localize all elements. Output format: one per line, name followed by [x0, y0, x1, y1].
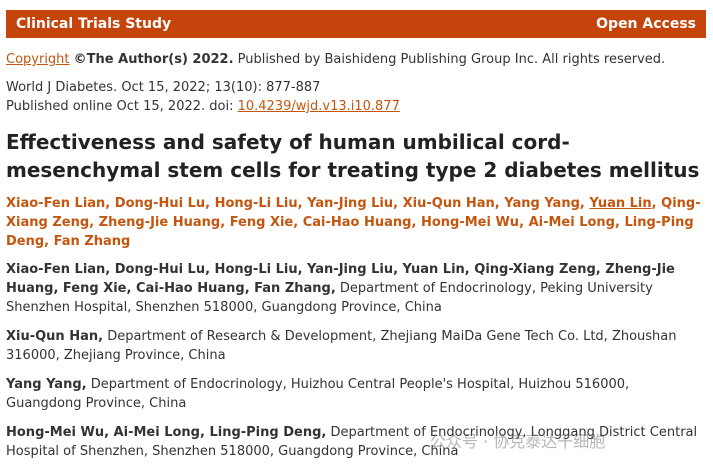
copyright-line: Copyright ©The Author(s) 2022. Published… — [6, 50, 706, 69]
published-line: Published online Oct 15, 2022. doi: 10.4… — [6, 97, 706, 116]
doi-link[interactable]: 10.4239/wjd.v13.i10.877 — [237, 99, 400, 114]
author-link[interactable]: Xiu-Qun Han — [402, 196, 495, 211]
author-separator: , — [615, 215, 620, 230]
header-bar: Clinical Trials Study Open Access — [6, 10, 706, 38]
author-separator: , — [494, 196, 500, 211]
author-link[interactable]: Cai-Hao Huang — [302, 215, 412, 230]
article-content: Copyright ©The Author(s) 2022. Published… — [6, 50, 706, 468]
author-link[interactable]: Ai-Mei Long — [528, 215, 615, 230]
affiliation: Yang Yang, Department of Endocrinology, … — [6, 375, 706, 413]
affiliation: Hong-Mei Wu, Ai-Mei Long, Ling-Ping Deng… — [6, 423, 706, 461]
author-separator: , — [651, 196, 657, 211]
author-separator: , — [519, 215, 525, 230]
author-separator: , — [297, 196, 303, 211]
author-separator: , — [44, 234, 50, 249]
article-title: Effectiveness and safety of human umbili… — [6, 130, 700, 182]
citation: World J Diabetes. Oct 15, 2022; 13(10): … — [6, 80, 321, 95]
affiliation: Xiao-Fen Lian, Dong-Hui Lu, Hong-Li Liu,… — [6, 260, 706, 317]
author-separator: , — [293, 215, 299, 230]
watermark: 公众号 · 协克泰达干细胞 — [430, 432, 606, 451]
affiliation-authors: Xiao-Fen Lian, Dong-Hui Lu, Hong-Li Liu,… — [6, 262, 675, 296]
affiliation-authors: Hong-Mei Wu, Ai-Mei Long, Ling-Ping Deng… — [6, 425, 327, 440]
author-separator: , — [89, 215, 95, 230]
author-link[interactable]: Yuan Lin — [589, 196, 652, 211]
author-separator: , — [393, 196, 399, 211]
author-link[interactable]: Qing-Xiang Zeng — [6, 196, 701, 230]
author-link[interactable]: Hong-Mei Wu — [420, 215, 520, 230]
affiliation-authors: Yang Yang, — [6, 377, 87, 392]
author-link[interactable]: Ling-Ping Deng — [6, 215, 694, 249]
author-link[interactable]: Zheng-Jie Huang — [98, 215, 221, 230]
affiliations: Xiao-Fen Lian, Dong-Hui Lu, Hong-Li Liu,… — [6, 260, 706, 461]
section-label: Clinical Trials Study — [16, 16, 172, 32]
affiliation-text: Department of Endocrinology, Huizhou Cen… — [6, 377, 630, 411]
author-link[interactable]: Hong-Li Liu — [214, 196, 298, 211]
author-separator: , — [220, 215, 226, 230]
access-label: Open Access — [596, 16, 696, 32]
affiliation-text: Department of Endocrinology, Longgang Di… — [6, 425, 698, 459]
affiliation-text: Department of Endocrinology, Peking Univ… — [6, 281, 653, 315]
author-link[interactable]: Yan-Jing Liu — [307, 196, 394, 211]
author-link[interactable]: Xiao-Fen Lian — [6, 196, 106, 211]
author-link[interactable]: Yang Yang — [504, 196, 580, 211]
author-separator: , — [411, 215, 417, 230]
published-text: Published online Oct 15, 2022. doi: — [6, 99, 234, 114]
copyright-holder: ©The Author(s) 2022. — [73, 52, 234, 67]
author-link[interactable]: Fan Zhang — [53, 234, 131, 249]
affiliation-authors: Xiu-Qun Han, — [6, 329, 104, 344]
author-separator: , — [205, 196, 211, 211]
copyright-text: Published by Baishideng Publishing Group… — [237, 52, 666, 67]
author-link[interactable]: Dong-Hui Lu — [114, 196, 206, 211]
author-separator: , — [105, 196, 111, 211]
affiliation-text: Department of Research & Development, Zh… — [6, 329, 677, 363]
author-list: Xiao-Fen Lian, Dong-Hui Lu, Hong-Li Liu,… — [6, 194, 706, 251]
affiliation: Xiu-Qun Han, Department of Research & De… — [6, 327, 706, 365]
copyright-link[interactable]: Copyright — [6, 52, 70, 67]
author-separator: , — [579, 196, 585, 211]
author-link[interactable]: Feng Xie — [229, 215, 294, 230]
